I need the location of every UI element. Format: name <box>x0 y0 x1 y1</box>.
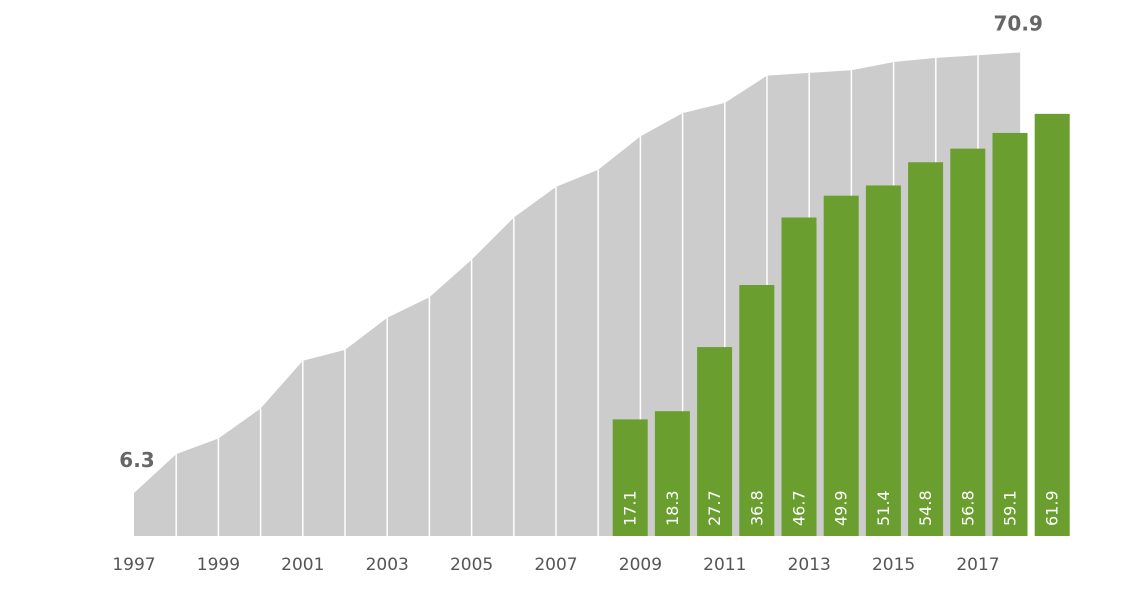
green-bar <box>950 148 986 536</box>
x-tick-label: 2007 <box>534 555 577 575</box>
green-bar <box>654 411 690 536</box>
bar-value-label: 54.8 <box>916 490 935 526</box>
x-tick-label: 1999 <box>197 555 240 575</box>
bar-value-label: 61.9 <box>1043 490 1062 526</box>
bar-value-label: 59.1 <box>1001 490 1020 526</box>
green-bar <box>1034 113 1070 536</box>
bar-value-label: 49.9 <box>832 490 851 526</box>
x-tick-label: 2005 <box>450 555 493 575</box>
x-tick-label: 2001 <box>281 555 324 575</box>
bar-value-label: 36.8 <box>747 490 766 526</box>
green-bar <box>781 217 817 537</box>
bar-value-label: 17.1 <box>621 490 640 526</box>
x-tick-label: 2003 <box>366 555 409 575</box>
x-tick-label: 2017 <box>956 555 999 575</box>
green-bar <box>992 132 1028 537</box>
x-tick-label: 2011 <box>703 555 746 575</box>
green-bar <box>823 195 859 536</box>
bar-value-label: 27.7 <box>705 490 724 526</box>
x-axis-ticks: 1997 1999 2001 2003 2005 2007 2009 2011 2013 2015… <box>112 555 999 575</box>
green-bar <box>697 347 733 536</box>
green-bar <box>865 185 901 536</box>
bar-value-label: 18.3 <box>663 490 682 526</box>
green-bar <box>612 419 648 536</box>
x-tick-label: 1997 <box>112 555 155 575</box>
green-bar <box>908 162 944 536</box>
bar-layer: 17.1 18.3 27.7 36.8 46.7 49.9 51.4 54.8 56.8 59.1… <box>612 113 1070 537</box>
bar-value-label: 51.4 <box>874 490 893 526</box>
bar-value-label: 56.8 <box>958 490 977 526</box>
end-value-label: 70.9 <box>994 11 1043 35</box>
green-bar <box>739 285 775 536</box>
x-tick-label: 2013 <box>788 555 831 575</box>
bar-value-label: 46.7 <box>790 490 809 526</box>
x-tick-label: 2009 <box>619 555 662 575</box>
x-tick-label: 2015 <box>872 555 915 575</box>
start-value-label: 6.3 <box>119 448 154 472</box>
